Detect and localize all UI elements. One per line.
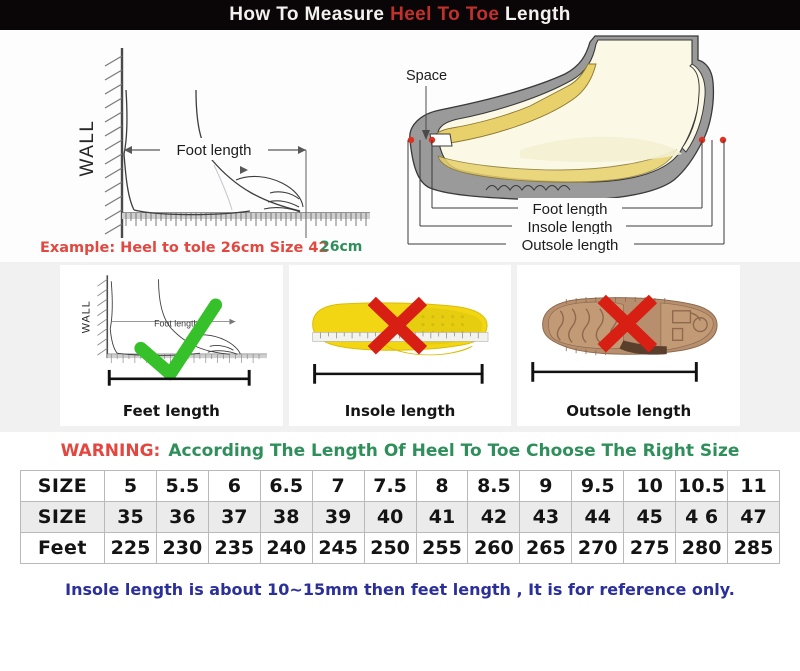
table-row: SIZE 35 36 37 38 39 40 41 42 43 44 45 4 … bbox=[20, 501, 780, 533]
shoe-heel-back bbox=[681, 63, 706, 153]
wall-measure-diagram: WALL bbox=[0, 30, 390, 262]
foot-arch-shading bbox=[520, 136, 682, 163]
cell-eu-4: 39 bbox=[311, 501, 365, 533]
cell-eu-7: 42 bbox=[467, 501, 521, 533]
toes-outline bbox=[235, 175, 304, 213]
card-outsole-length-art bbox=[517, 267, 740, 396]
cell-feet-7: 260 bbox=[467, 532, 521, 564]
insole-shape bbox=[431, 63, 597, 145]
card-feet-length-art: WALL bbox=[60, 267, 283, 396]
cell-eu-12: 47 bbox=[727, 501, 780, 533]
size-chart-table: SIZE 5 5.5 6 6.5 7 7.5 8 8.5 9 9.5 10 10… bbox=[20, 470, 780, 564]
cell-eu-10: 45 bbox=[623, 501, 677, 533]
outsole-heel-zone bbox=[660, 302, 714, 351]
cell-us-1: 5.5 bbox=[155, 470, 209, 502]
inner-foot-length-label: Foot length bbox=[154, 319, 198, 329]
cell-eu-5: 40 bbox=[363, 501, 417, 533]
cell-feet-8: 265 bbox=[519, 532, 573, 564]
cell-feet-4: 245 bbox=[311, 532, 365, 564]
page-title-bar: How To Measure Heel To Toe Length bbox=[0, 0, 800, 30]
cell-eu-6: 41 bbox=[415, 501, 469, 533]
outsole-length-measure-bar bbox=[531, 362, 699, 382]
cell-eu-3: 38 bbox=[259, 501, 313, 533]
cell-us-3: 6.5 bbox=[259, 470, 313, 502]
insole-length-measure-bar bbox=[312, 364, 484, 384]
measure-value-label: 26cm bbox=[320, 239, 363, 255]
page-title-accent: Heel To Toe bbox=[390, 4, 500, 25]
example-note: Example: Heel to tole 26cm Size 42 bbox=[40, 240, 329, 256]
cell-feet-6: 255 bbox=[415, 532, 469, 564]
heel-ball-hint bbox=[213, 164, 233, 211]
card-feet-length-caption: Feet length bbox=[122, 402, 220, 420]
cell-us-5: 7.5 bbox=[363, 470, 417, 502]
cell-feet-12: 285 bbox=[727, 532, 780, 564]
row-head-eu-size: SIZE bbox=[20, 501, 105, 533]
cell-eu-11: 4 6 bbox=[675, 501, 729, 533]
card-insole-length: Insole length bbox=[288, 265, 512, 426]
cross-icon bbox=[367, 296, 427, 355]
cell-eu-0: 35 bbox=[104, 501, 157, 533]
size-table-wrap: SIZE 5 5.5 6 6.5 7 7.5 8 8.5 9 9.5 10 10… bbox=[0, 470, 800, 564]
cell-feet-3: 240 bbox=[259, 532, 313, 564]
footer-note: Insole length is about 10~15mm then feet… bbox=[0, 564, 800, 614]
outsole-length-label: Outsole length bbox=[522, 237, 619, 254]
card-insole-length-art bbox=[289, 267, 512, 396]
cross-icon bbox=[597, 294, 658, 353]
cell-eu-2: 37 bbox=[207, 501, 261, 533]
card-outsole-length: Outsole length bbox=[517, 265, 741, 426]
cell-feet-2: 235 bbox=[207, 532, 261, 564]
card-insole-length-caption: Insole length bbox=[344, 402, 456, 420]
cell-feet-5: 250 bbox=[363, 532, 417, 564]
cell-us-11: 10.5 bbox=[675, 470, 729, 502]
table-row: SIZE 5 5.5 6 6.5 7 7.5 8 8.5 9 9.5 10 10… bbox=[20, 470, 780, 502]
check-icon bbox=[134, 298, 223, 381]
cell-feet-11: 280 bbox=[675, 532, 729, 564]
foot-length-label: Foot length bbox=[532, 201, 607, 218]
top-diagrams-region: WALL bbox=[0, 30, 800, 262]
sole-tread bbox=[485, 184, 571, 191]
cell-eu-1: 36 bbox=[155, 501, 209, 533]
card-feet-length: WALL bbox=[60, 265, 283, 426]
insole-heel-curve bbox=[383, 343, 473, 356]
cell-us-7: 8.5 bbox=[467, 470, 521, 502]
wall-label: WALL bbox=[81, 300, 93, 333]
cell-us-8: 9 bbox=[519, 470, 573, 502]
foot-outline bbox=[109, 279, 241, 356]
shoe-crosssection-diagram: Space Foot length Insole length bbox=[390, 30, 800, 262]
foot-length-label: Foot length bbox=[176, 142, 251, 159]
table-row: Feet 225 230 235 240 245 250 255 260 265… bbox=[20, 532, 780, 564]
cell-us-9: 9.5 bbox=[571, 470, 625, 502]
warning-line: WARNING: According The Length Of Heel To… bbox=[0, 432, 800, 470]
space-label: Space bbox=[406, 68, 447, 84]
wall-label: WALL bbox=[77, 119, 98, 176]
cell-us-4: 7 bbox=[311, 470, 365, 502]
cell-feet-9: 270 bbox=[571, 532, 625, 564]
examples-card-band: WALL bbox=[0, 262, 800, 432]
cell-eu-8: 43 bbox=[519, 501, 573, 533]
row-head-us-size: SIZE bbox=[20, 470, 105, 502]
cell-us-0: 5 bbox=[104, 470, 157, 502]
cell-us-12: 11 bbox=[727, 470, 780, 502]
cell-us-10: 10 bbox=[623, 470, 677, 502]
cell-us-2: 6 bbox=[207, 470, 261, 502]
row-head-feet: Feet bbox=[20, 532, 105, 564]
insole-heel-shape bbox=[437, 149, 677, 183]
cell-us-6: 8 bbox=[415, 470, 469, 502]
insole-length-label: Insole length bbox=[527, 219, 612, 236]
warning-text: According The Length Of Heel To Toe Choo… bbox=[168, 441, 740, 461]
wall-hatching bbox=[97, 278, 108, 356]
wall-hatching bbox=[104, 55, 123, 235]
page-title-part2: Length bbox=[499, 4, 571, 25]
cell-feet-10: 275 bbox=[623, 532, 677, 564]
feet-length-measure-bar bbox=[107, 369, 251, 386]
cell-eu-9: 44 bbox=[571, 501, 625, 533]
cell-feet-1: 230 bbox=[155, 532, 209, 564]
cell-feet-0: 225 bbox=[104, 532, 157, 564]
card-outsole-length-caption: Outsole length bbox=[566, 402, 692, 420]
warning-prefix: WARNING: bbox=[60, 441, 161, 461]
outsole-midsole-dark bbox=[619, 340, 668, 355]
page-title-part1: How To Measure bbox=[229, 4, 391, 25]
